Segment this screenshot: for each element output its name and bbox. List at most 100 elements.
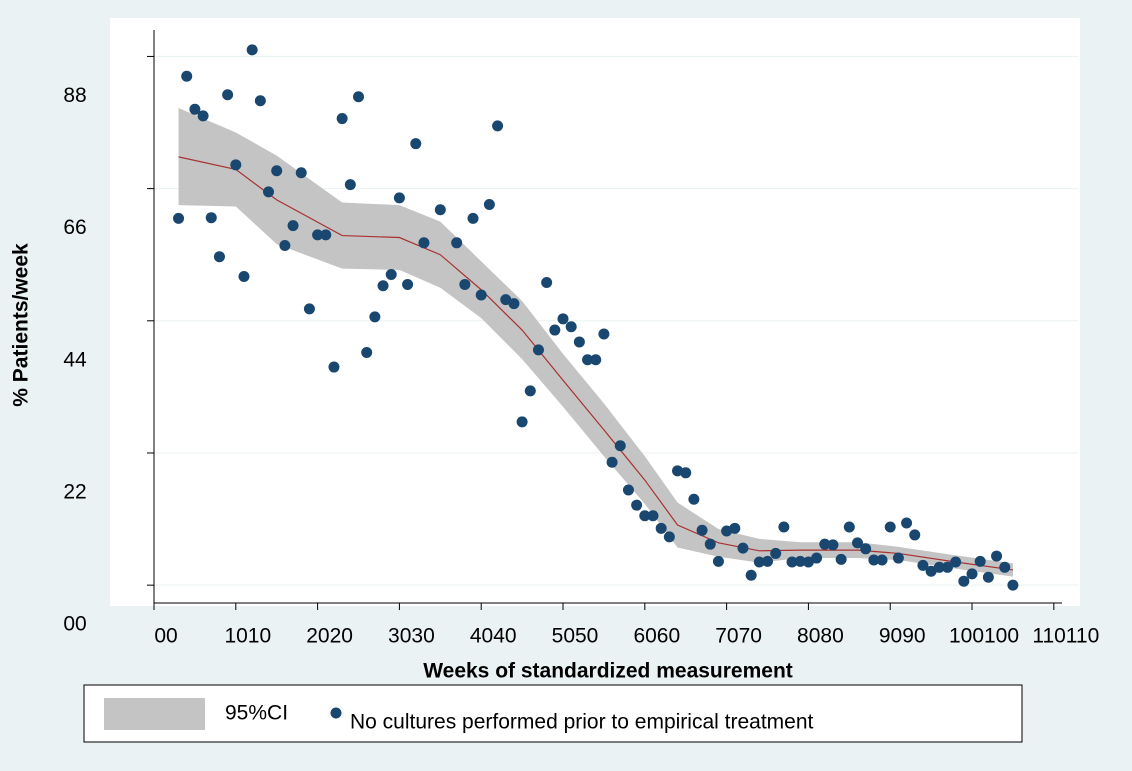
- data-point: [434, 204, 446, 216]
- fit-line: [178, 156, 1014, 571]
- data-point: [745, 569, 757, 581]
- x-tick-label: 00: [154, 625, 177, 648]
- data-point: [950, 556, 962, 568]
- x-tick-label: 3030: [388, 625, 435, 648]
- data-point: [778, 521, 790, 533]
- data-point: [729, 522, 741, 534]
- data-point: [279, 239, 291, 251]
- data-point: [385, 269, 397, 281]
- data-point: [361, 347, 373, 359]
- data-point: [901, 517, 913, 529]
- data-point: [835, 553, 847, 565]
- data-point: [467, 212, 479, 224]
- data-point: [213, 251, 225, 263]
- data-point: [500, 294, 512, 306]
- data-point: [197, 110, 209, 122]
- data-point: [254, 95, 266, 107]
- data-point: [639, 510, 651, 522]
- x-tick-label: 2020: [306, 625, 353, 648]
- data-point: [541, 276, 553, 288]
- data-point: [819, 538, 831, 550]
- data-point: [925, 565, 937, 577]
- data-point: [958, 575, 970, 587]
- y-tick-label: 66: [63, 216, 86, 239]
- data-point: [688, 493, 700, 505]
- data-point: [933, 561, 945, 573]
- x-tick-label: 8080: [797, 625, 844, 648]
- data-point: [222, 89, 234, 101]
- data-point: [884, 521, 896, 533]
- data-point: [974, 555, 986, 567]
- data-point: [532, 344, 544, 356]
- data-point: [843, 521, 855, 533]
- data-point: [655, 522, 667, 534]
- data-point: [786, 556, 798, 568]
- data-point: [762, 555, 774, 567]
- data-point: [663, 531, 675, 543]
- data-point: [991, 550, 1003, 562]
- data-point: [737, 542, 749, 554]
- data-point: [590, 354, 602, 366]
- legend-marker: [330, 707, 342, 719]
- data-point: [999, 561, 1011, 573]
- y-tick-label: 88: [63, 84, 86, 107]
- data-point: [696, 524, 708, 536]
- data-point: [606, 456, 618, 468]
- data-point: [205, 212, 217, 224]
- x-tick-label: 7070: [715, 625, 762, 648]
- data-point: [622, 484, 634, 496]
- data-point: [336, 113, 348, 125]
- data-point: [892, 552, 904, 564]
- data-point: [876, 554, 888, 566]
- data-point: [492, 120, 504, 132]
- data-point: [353, 91, 365, 103]
- data-point: [802, 556, 814, 568]
- data-point: [851, 537, 863, 549]
- x-tick-label: 100100: [949, 625, 1019, 648]
- data-point: [508, 298, 520, 310]
- x-tick-label: 9090: [879, 625, 926, 648]
- x-tick-label: 1010: [224, 625, 271, 648]
- data-point: [647, 510, 659, 522]
- data-point: [712, 555, 724, 567]
- data-point: [868, 554, 880, 566]
- data-point: [475, 289, 487, 301]
- data-point: [410, 138, 422, 150]
- data-point: [459, 278, 471, 290]
- data-point: [246, 44, 258, 56]
- legend: [83, 684, 1023, 743]
- data-point: [680, 467, 692, 479]
- data-point: [377, 280, 389, 292]
- data-point: [402, 278, 414, 290]
- data-point: [565, 321, 577, 333]
- data-point: [573, 336, 585, 348]
- data-point: [369, 311, 381, 323]
- legend-label: 95%CI: [225, 702, 288, 725]
- data-point: [549, 324, 561, 336]
- data-point: [1007, 579, 1019, 591]
- data-point: [941, 561, 953, 573]
- ci-band: [178, 107, 1013, 577]
- data-point: [966, 568, 978, 580]
- data-point: [328, 361, 340, 373]
- data-point: [770, 547, 782, 559]
- x-axis-title: Weeks of standardized measurement: [423, 660, 793, 683]
- data-point: [860, 543, 872, 555]
- data-point: [524, 385, 536, 397]
- data-point: [909, 529, 921, 541]
- data-point: [238, 271, 250, 283]
- legend-swatch: [104, 698, 205, 730]
- data-point: [982, 571, 994, 583]
- y-tick-label: 00: [63, 613, 86, 636]
- data-point: [181, 70, 193, 82]
- y-tick-label: 22: [63, 481, 86, 504]
- y-axis-title: % Patients/week: [10, 243, 33, 407]
- data-point: [753, 556, 765, 568]
- data-point: [483, 198, 495, 210]
- data-point: [295, 167, 307, 179]
- data-point: [827, 539, 839, 551]
- data-point: [516, 416, 528, 428]
- data-point: [230, 159, 242, 171]
- data-point: [598, 328, 610, 340]
